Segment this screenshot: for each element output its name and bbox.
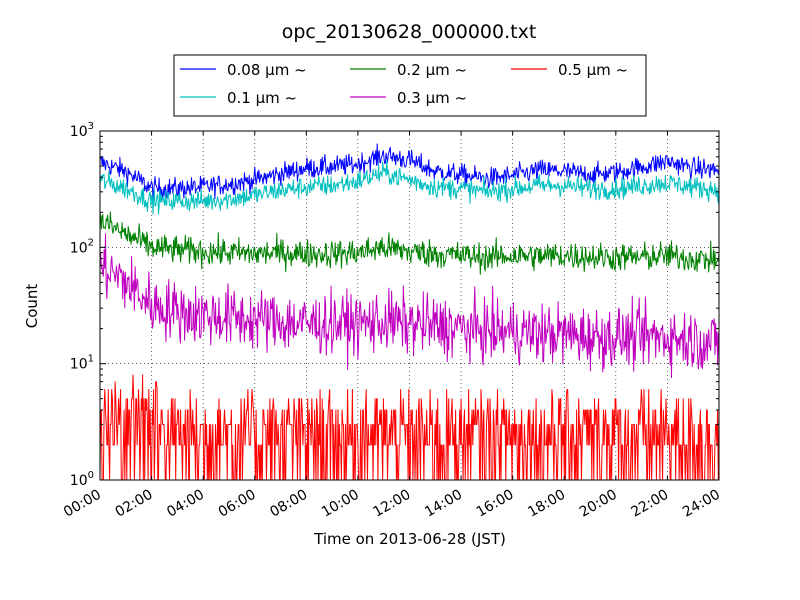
legend-label: 0.2 μm ~ xyxy=(397,61,467,79)
y-tick-label: 100 xyxy=(70,470,94,489)
series-line xyxy=(99,143,720,201)
y-tick-label: 102 xyxy=(70,237,94,256)
series-line xyxy=(99,211,720,275)
series-layer xyxy=(99,143,720,481)
y-tick-label: 101 xyxy=(70,354,94,373)
legend-label: 0.08 μm ~ xyxy=(227,61,307,79)
legend-label: 0.1 μm ~ xyxy=(227,89,297,107)
y-tick-labels: 100 101 102 103 xyxy=(70,121,94,489)
legend-label: 0.3 μm ~ xyxy=(397,89,467,107)
legend-label: 0.5 μm ~ xyxy=(558,61,628,79)
chart-title: opc_20130628_000000.txt xyxy=(282,21,537,43)
legend-box xyxy=(173,54,647,117)
y-tick-label: 103 xyxy=(70,121,94,140)
series-line xyxy=(99,159,720,215)
ticks xyxy=(99,130,720,481)
y-axis-label: Count xyxy=(23,284,41,329)
series-line xyxy=(99,233,720,379)
x-axis-label: Time on 2013-06-28 (JST) xyxy=(313,530,506,548)
legend: 0.08 μm ~ 0.1 μm ~ 0.2 μm ~ 0.3 μm ~ 0.5 μm … xyxy=(173,54,647,117)
